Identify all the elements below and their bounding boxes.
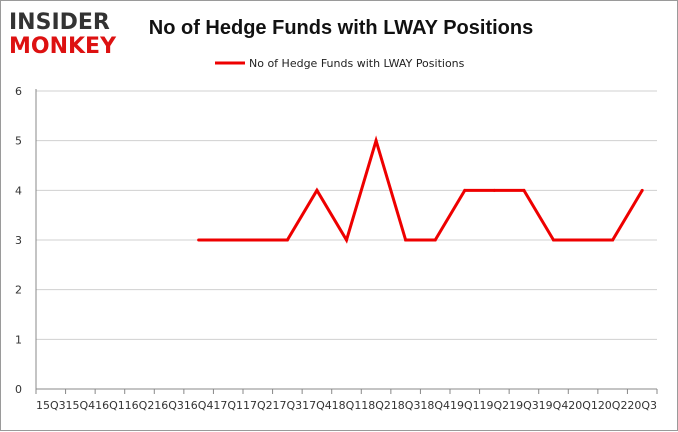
y-tick-label: 6: [15, 85, 22, 98]
insider-monkey-logo: INSIDER MONKEY: [9, 10, 117, 59]
data-point: [226, 238, 230, 242]
x-tick-label: 16Q3: [154, 399, 184, 412]
y-tick-label: 3: [15, 234, 22, 247]
data-point: [463, 188, 467, 192]
x-tick-label: 17Q1: [213, 399, 243, 412]
data-point: [285, 238, 289, 242]
data-point: [197, 238, 201, 242]
logo-line-2: MONKEY: [9, 34, 117, 59]
y-tick-label: 5: [15, 135, 22, 148]
data-point: [492, 188, 496, 192]
chart-title: No of Hedge Funds with LWAY Positions: [149, 17, 533, 39]
data-point: [315, 188, 319, 192]
axes: [35, 89, 658, 394]
gridlines: [36, 90, 657, 340]
data-point: [345, 238, 348, 242]
x-tick-label: 18Q4: [420, 399, 450, 412]
x-tick-label: 16Q4: [184, 399, 214, 412]
data-point: [374, 139, 378, 143]
data-point: [611, 238, 615, 242]
data-point: [581, 238, 585, 242]
x-tick-label: 18Q1: [332, 399, 362, 412]
x-tick-labels: 15Q3 15Q4 16Q1 16Q2 16Q3 16Q4 17Q1 17Q2 17Q3 17Q4…: [36, 399, 657, 412]
data-point: [404, 238, 408, 242]
x-tick-label: 20Q3: [627, 399, 657, 412]
data-point: [640, 188, 644, 192]
legend: No of Hedge Funds with LWAY Positions: [215, 57, 465, 70]
x-tick-label: 19Q4: [539, 399, 569, 412]
data-point: [552, 238, 555, 242]
logo-line-1: INSIDER: [9, 10, 110, 35]
y-tick-label: 2: [15, 284, 22, 297]
x-tick-label: 20Q2: [598, 399, 628, 412]
legend-label: No of Hedge Funds with LWAY Positions: [249, 57, 465, 70]
x-tick-label: 19Q2: [480, 399, 510, 412]
x-tick-label: 19Q1: [450, 399, 480, 412]
data-point: [433, 238, 437, 242]
x-tick-label: 15Q3: [36, 399, 66, 412]
x-tick-label: 17Q3: [273, 399, 303, 412]
x-tick-label: 16Q2: [125, 399, 155, 412]
x-tick-label: 17Q4: [302, 399, 332, 412]
x-tick-label: 16Q1: [95, 399, 125, 412]
y-tick-label: 4: [15, 184, 22, 197]
data-point: [522, 188, 526, 192]
series: [197, 135, 644, 244]
y-tick-label: 1: [15, 333, 22, 346]
x-tick-label: 18Q3: [391, 399, 421, 412]
x-tick-label: 15Q4: [66, 399, 96, 412]
x-tick-label: 18Q2: [361, 399, 391, 412]
series-line: [198, 135, 644, 244]
y-tick-labels: 0 1 2 3 4 5 6: [15, 85, 22, 396]
x-tick-label: 17Q2: [243, 399, 273, 412]
x-tick-label: 20Q1: [568, 399, 598, 412]
y-tick-label: 0: [15, 383, 22, 396]
x-tick-label: 19Q3: [509, 399, 539, 412]
data-point: [256, 238, 260, 242]
